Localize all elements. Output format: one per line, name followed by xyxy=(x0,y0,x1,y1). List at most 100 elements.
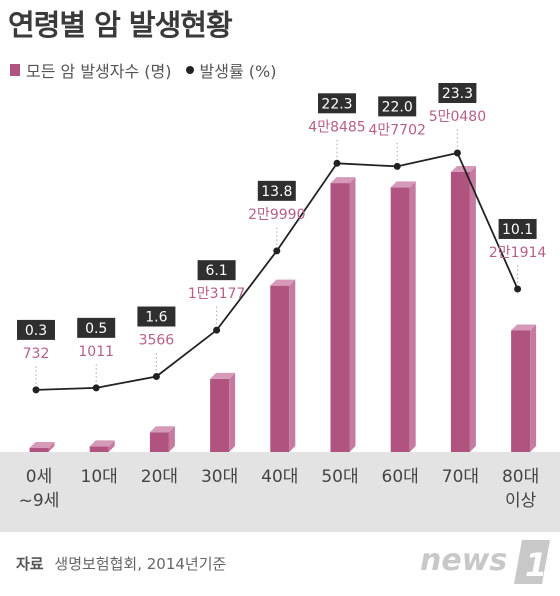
bar-front xyxy=(149,432,169,452)
bar-6 xyxy=(390,181,416,452)
chart-legend: 모든 암 발생자수 (명) 발생률 (%) xyxy=(10,58,290,82)
bar-top xyxy=(450,166,476,172)
legend-item-line: 발생률 (%) xyxy=(185,58,277,82)
bar-top xyxy=(270,279,296,286)
bar-side xyxy=(530,324,537,452)
count-label: 1만3177 xyxy=(188,286,245,302)
bar-side xyxy=(108,440,115,452)
legend-item-bars: 모든 암 발생자수 (명) xyxy=(10,58,172,82)
bar-side xyxy=(409,181,416,452)
legend-line-label: 발생률 (%) xyxy=(199,62,277,81)
bar-front xyxy=(390,187,410,452)
rate-point-8 xyxy=(514,285,522,293)
rate-point-5 xyxy=(333,159,341,167)
bar-front xyxy=(89,446,109,452)
source-note: 자료 생명보험협회, 2014년기준 xyxy=(16,553,226,574)
rate-point-3 xyxy=(213,326,221,334)
rate-label: 22.3 xyxy=(321,96,352,112)
bar-0 xyxy=(29,441,55,452)
bar-top xyxy=(330,177,356,184)
bar-7 xyxy=(450,166,476,452)
rate-label: 6.1 xyxy=(205,263,227,279)
count-label: 2만1914 xyxy=(489,245,547,261)
rate-point-7 xyxy=(453,149,461,157)
x-tick-label: 20대 xyxy=(141,467,178,487)
x-tick-label: 70대 xyxy=(442,467,479,487)
rate-label: 0.3 xyxy=(25,323,47,339)
news1-logo: news 1 xyxy=(420,540,550,584)
count-label: 1011 xyxy=(78,344,114,360)
point-labels-8: 10.1 2만1914 xyxy=(489,218,547,261)
x-tick-label: 이상 xyxy=(505,491,537,511)
logo-wordmark: news xyxy=(420,543,507,578)
rate-point-0 xyxy=(32,386,40,394)
logo-mark-icon: 1 xyxy=(514,540,550,584)
count-label: 4만7702 xyxy=(368,122,425,138)
rate-label-box xyxy=(77,317,116,338)
bar-3 xyxy=(210,372,236,452)
source-label: 자료 xyxy=(16,555,44,573)
rate-label-box xyxy=(318,93,356,114)
bar-top xyxy=(210,372,236,379)
bar-1 xyxy=(89,440,115,452)
point-labels-2: 1.6 3566 xyxy=(137,306,176,349)
rate-label-box xyxy=(197,260,236,281)
logo-mark-text: 1 xyxy=(525,546,547,584)
rate-label: 0.5 xyxy=(85,321,107,337)
bar-front xyxy=(270,285,290,452)
bar-side xyxy=(469,166,476,452)
rate-point-1 xyxy=(92,384,100,392)
bar-top xyxy=(29,441,55,448)
bar-side xyxy=(48,441,55,452)
chart-title: 연령별 암 발생현황 xyxy=(8,8,233,42)
x-tick-label: 10대 xyxy=(81,467,118,487)
point-labels-1: 0.5 1011 xyxy=(77,317,116,360)
x-tick-label: 30대 xyxy=(201,467,238,487)
legend-dot-marker xyxy=(185,66,194,74)
count-label: 2만9990 xyxy=(248,207,305,223)
bar-front xyxy=(511,330,531,452)
count-label: 5만0480 xyxy=(429,109,486,125)
bar-front xyxy=(330,183,350,452)
bar-side xyxy=(168,426,175,452)
count-label: 3566 xyxy=(139,333,175,349)
bar-4 xyxy=(270,279,296,452)
bar-side xyxy=(349,177,356,452)
point-labels-7: 23.3 5만0480 xyxy=(429,83,486,125)
rate-label-box xyxy=(438,83,477,103)
bar-8 xyxy=(511,324,537,452)
rate-label-box xyxy=(137,306,176,327)
x-tick-label: 0세 xyxy=(26,467,52,487)
x-axis-band xyxy=(0,452,560,532)
bar-top xyxy=(149,426,175,433)
legend-bars-label: 모든 암 발생자수 (명) xyxy=(26,62,172,81)
x-tick-label: 80대 xyxy=(502,467,539,487)
rate-label: 1.6 xyxy=(145,310,167,326)
source-text: 생명보험협회, 2014년기준 xyxy=(54,555,227,573)
bar-side xyxy=(229,372,236,452)
bar-front xyxy=(450,172,470,452)
x-tick-label: 40대 xyxy=(261,467,298,487)
bar-front xyxy=(210,378,230,452)
rate-label-box xyxy=(257,180,296,201)
rate-point-4 xyxy=(273,247,281,255)
count-label: 732 xyxy=(23,346,50,362)
bar-5 xyxy=(330,177,356,452)
x-tick-label: 50대 xyxy=(321,467,358,487)
bar-top xyxy=(390,181,416,188)
point-labels-4: 13.8 2만9990 xyxy=(248,180,306,223)
legend-bar-swatch xyxy=(10,64,20,76)
rate-label: 23.3 xyxy=(442,86,473,102)
point-labels-3: 6.1 1만3177 xyxy=(188,260,245,302)
bar-front xyxy=(29,447,49,452)
rate-point-6 xyxy=(393,162,401,170)
bar-top xyxy=(89,440,115,447)
rate-point-2 xyxy=(152,373,160,381)
x-tick-label: 60대 xyxy=(382,467,419,487)
bar-2 xyxy=(149,426,175,452)
rate-label-box xyxy=(17,319,55,340)
point-labels-5: 22.3 4만8485 xyxy=(308,93,366,135)
count-label: 4만8485 xyxy=(308,119,365,135)
